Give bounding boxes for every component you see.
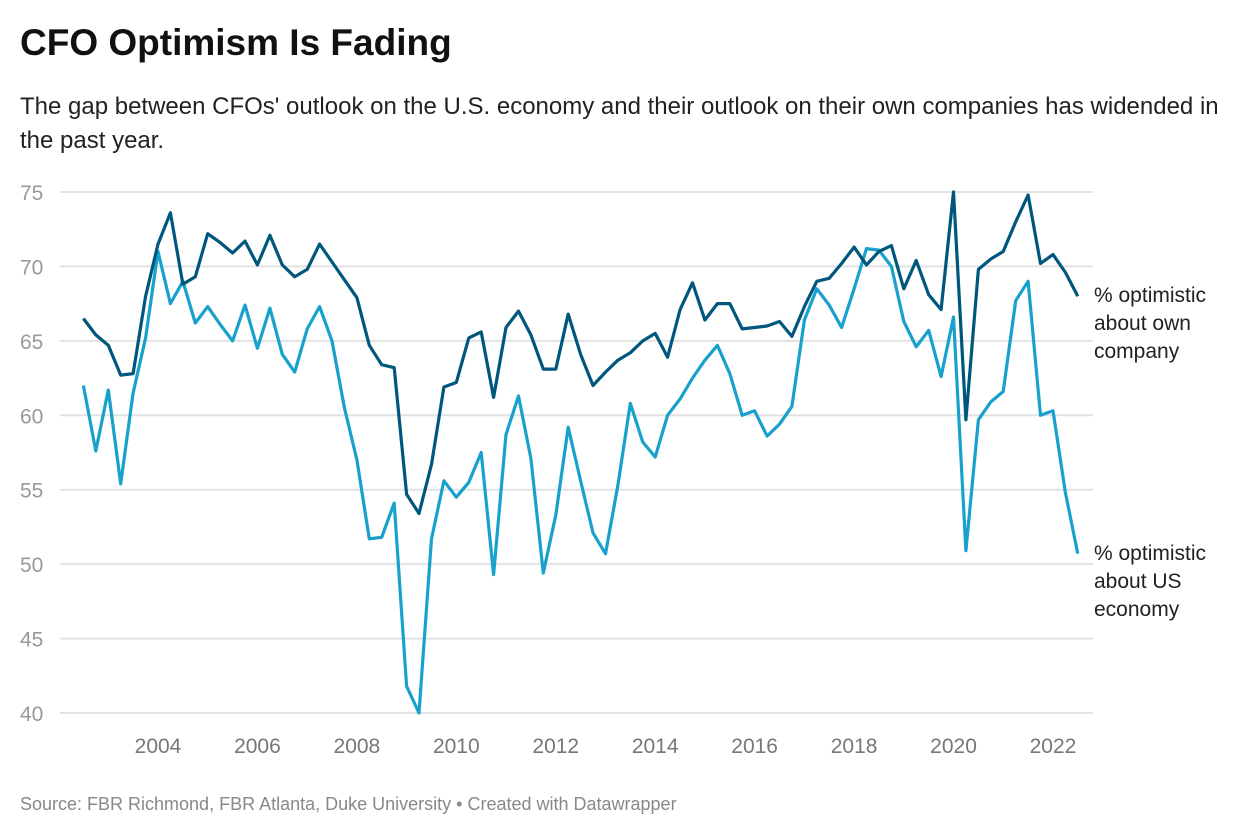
- x-tick-label: 2016: [731, 735, 778, 758]
- series-line: [81, 247, 1080, 715]
- chart-subtitle: The gap between CFOs' outlook on the U.S…: [20, 93, 1219, 154]
- x-tick-label: 2004: [135, 735, 182, 758]
- chart-title: CFO Optimism Is Fading: [20, 22, 452, 63]
- x-tick-label: 2012: [532, 735, 579, 758]
- line-chart: 75 70 65 60 55 50 45 40 2004 2006 2008 2010 2012 2014…: [20, 182, 1093, 758]
- y-tick-label: 40: [20, 703, 43, 726]
- x-tick-label: 2022: [1030, 735, 1077, 758]
- y-tick-label: 60: [20, 405, 43, 428]
- series-label-us-economy: % optimistic about US economy: [1094, 541, 1207, 621]
- y-tick-label: 70: [20, 256, 43, 279]
- y-tick-label: 65: [20, 331, 43, 354]
- x-tick-label: 2008: [334, 735, 381, 758]
- y-tick-label: 45: [20, 629, 43, 652]
- x-tick-label: 2020: [930, 735, 977, 758]
- series-label-own-company: % optimistic about own company: [1094, 284, 1207, 364]
- x-tick-label: 2014: [632, 735, 679, 758]
- y-tick-label: 75: [20, 182, 43, 205]
- y-tick-label: 55: [20, 480, 43, 503]
- x-tick-label: 2010: [433, 735, 480, 758]
- series-line: [82, 190, 1080, 516]
- source-note: Source: FBR Richmond, FBR Atlanta, Duke …: [20, 794, 677, 814]
- x-tick-label: 2006: [234, 735, 281, 758]
- y-tick-label: 50: [20, 554, 43, 577]
- x-tick-label: 2018: [831, 735, 878, 758]
